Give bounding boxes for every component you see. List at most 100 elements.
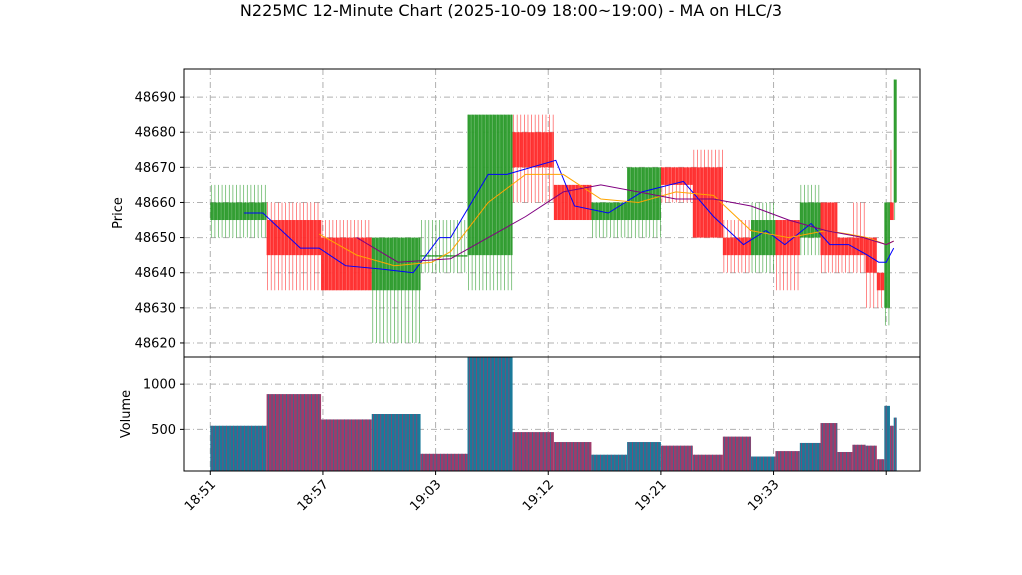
volume-bar — [722, 436, 752, 471]
candle-body — [820, 202, 838, 256]
volume-bar — [692, 454, 723, 471]
candle-body — [692, 167, 723, 238]
chart-title: N225MC 12-Minute Chart (2025-10-09 18:00… — [240, 1, 782, 20]
volume-bar-fill — [467, 357, 513, 471]
candle-body — [852, 237, 866, 256]
volume-frame — [183, 356, 921, 472]
volume-bar — [865, 445, 877, 471]
candle-body — [884, 202, 890, 308]
volume-bar — [751, 456, 776, 471]
volume-bar — [467, 357, 513, 471]
candle-body — [889, 202, 894, 221]
candle-down — [889, 149, 894, 221]
candle-body — [467, 114, 513, 256]
candle-body — [420, 255, 468, 257]
moving-average-line — [318, 173, 894, 267]
volume-bar — [889, 425, 894, 471]
candle-up — [799, 184, 821, 256]
candle-up — [371, 237, 421, 343]
price-tick-label: 48640 — [135, 266, 176, 281]
volume-bar — [820, 423, 838, 471]
price-tick-label: 48690 — [135, 91, 176, 106]
volume-bar-fill — [799, 442, 821, 471]
x-tick-label: 18:51 — [182, 477, 219, 514]
volume-bar — [837, 452, 853, 471]
volume-bar-fill — [722, 436, 752, 471]
volume-bar-fill — [210, 425, 267, 471]
candle-body — [627, 167, 661, 221]
volume-bar — [591, 454, 628, 471]
candle-down — [266, 202, 322, 291]
volume-bar-fill — [553, 442, 592, 471]
volume-bar-fill — [820, 423, 838, 471]
volume-bar-fill — [321, 419, 372, 471]
volume-bar — [884, 405, 890, 471]
candle-up — [884, 202, 890, 326]
price-axis-label: Price — [111, 197, 126, 229]
volume-bar — [852, 444, 866, 471]
candle-up — [627, 167, 661, 238]
candle-down — [865, 237, 877, 308]
candle-down — [775, 220, 800, 291]
volume-bar — [321, 419, 372, 471]
volume-bar — [799, 442, 821, 471]
volume-bar — [876, 459, 885, 471]
candle-body — [893, 79, 897, 203]
volume-bar-fill — [371, 414, 421, 471]
candle-body — [837, 237, 853, 256]
candle-body — [660, 167, 693, 185]
price-tick-label: 48620 — [135, 336, 176, 351]
candle-up — [210, 184, 267, 238]
x-tick-label: 19:12 — [520, 477, 557, 514]
candle-down — [692, 149, 723, 238]
volume-bar-fill — [837, 452, 853, 471]
volume-bar — [371, 414, 421, 471]
candle-body — [266, 220, 322, 256]
volume-bar — [266, 394, 322, 471]
volume-tick-label: 1000 — [143, 378, 176, 393]
volume-bar-fill — [852, 444, 866, 471]
price-tick-label: 48630 — [135, 301, 176, 316]
candle-down — [660, 167, 693, 203]
candle-up — [420, 220, 468, 273]
candle-body — [512, 132, 554, 168]
candle-down — [722, 220, 752, 273]
candle-down — [876, 272, 885, 308]
x-axis: 18:51 18:57 19:03 19:12 19:21 19:33 — [182, 471, 887, 514]
volume-bar — [553, 442, 592, 471]
volume-bar — [210, 425, 267, 471]
price-tick-label: 48680 — [135, 126, 176, 141]
x-tick-label: 18:57 — [295, 477, 332, 514]
candle-up — [893, 79, 897, 221]
volume-bar — [893, 417, 897, 471]
volume-bar-fill — [876, 459, 885, 471]
candle-up — [467, 114, 513, 291]
volume-bar-fill — [512, 432, 554, 471]
volume-bar — [775, 451, 800, 471]
candle-up — [591, 202, 628, 238]
volume-bar-fill — [884, 405, 890, 471]
volume-tick-label: 500 — [151, 423, 176, 438]
candle-down — [512, 114, 554, 203]
x-tick-label: 19:33 — [745, 477, 782, 514]
candle-body — [865, 237, 877, 273]
candle-down — [820, 202, 838, 273]
volume-bar — [420, 453, 468, 471]
volume-bar — [512, 432, 554, 471]
candle-body — [210, 202, 267, 221]
volume-panel: 500 1000 Volume — [119, 356, 921, 472]
x-tick-label: 19:03 — [407, 477, 444, 514]
price-tick-label: 48670 — [135, 161, 176, 176]
volume-bar-fill — [692, 454, 723, 471]
candle-body — [722, 237, 752, 256]
moving-average-line — [356, 184, 894, 263]
volume-bar — [627, 442, 661, 471]
x-tick-label: 19:21 — [633, 477, 670, 514]
moving-average-line — [244, 159, 895, 274]
candle-down — [321, 220, 372, 291]
volume-axis-label: Volume — [119, 390, 134, 438]
candle-down — [852, 202, 866, 273]
volume-bar — [660, 445, 693, 471]
price-tick-label: 48660 — [135, 196, 176, 211]
